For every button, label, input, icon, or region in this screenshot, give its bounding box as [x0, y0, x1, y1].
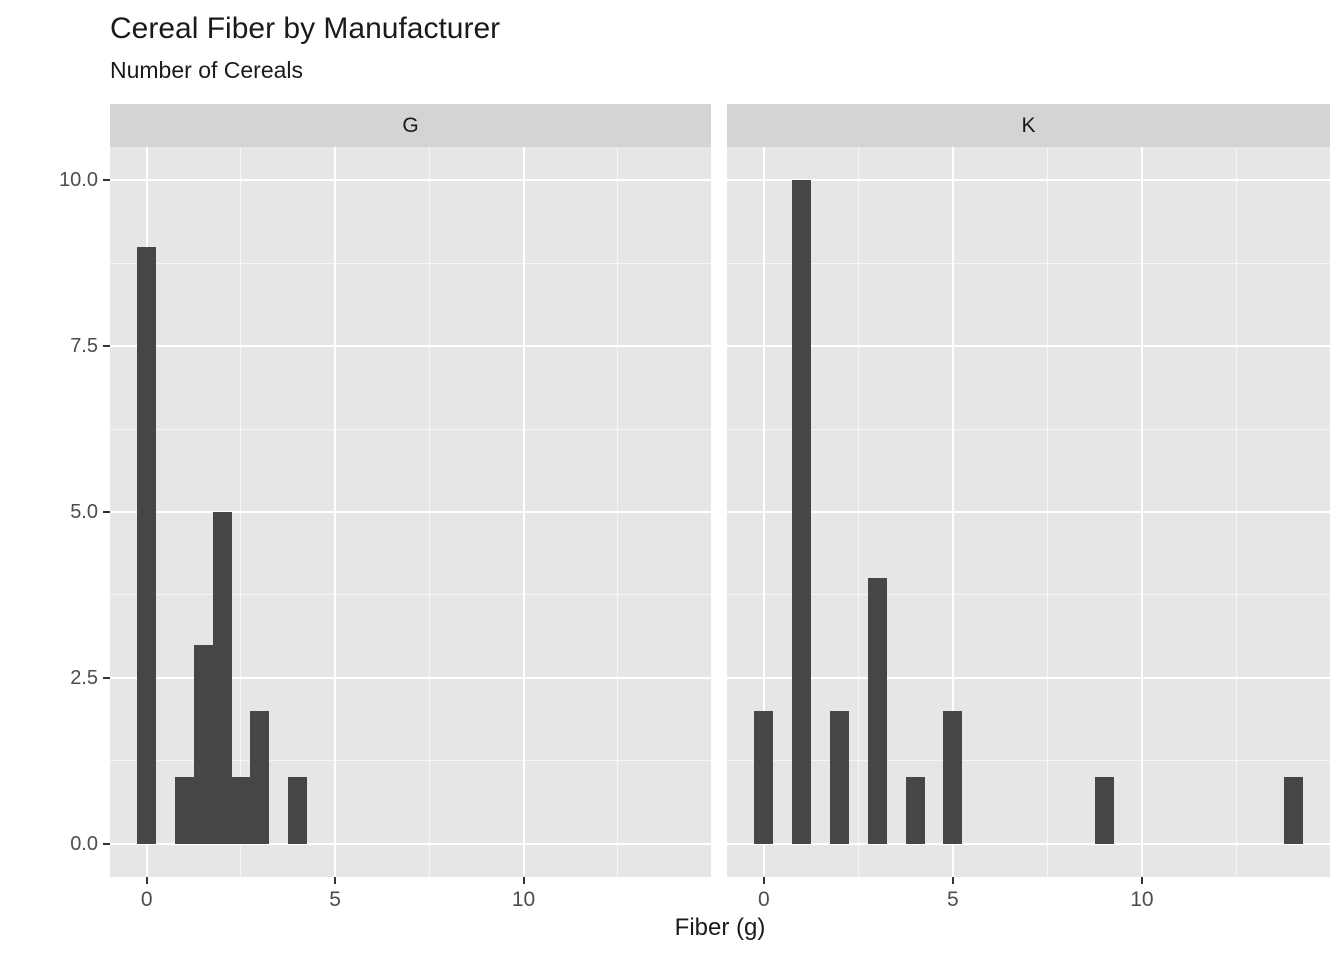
x-tick-label: 10 — [1130, 888, 1154, 911]
x-tick-mark — [951, 877, 954, 884]
gridline-minor-y — [110, 760, 711, 762]
histogram-bar — [288, 777, 307, 844]
y-tick-mark — [103, 511, 110, 513]
histogram-bar — [193, 644, 213, 844]
gridline-minor-y — [727, 594, 1330, 596]
gridline-major-y — [110, 511, 711, 513]
y-tick-label: 2.5 — [70, 666, 98, 689]
x-tick-label: 5 — [947, 888, 959, 911]
histogram-bar — [137, 246, 157, 844]
histogram-bar — [830, 711, 849, 844]
y-tick-mark — [103, 842, 110, 845]
facet-panel-g — [110, 147, 711, 877]
y-tick-label: 5.0 — [70, 501, 98, 523]
gridline-minor-y — [110, 428, 711, 430]
gridline-minor-y — [727, 428, 1330, 430]
x-tick-mark — [762, 877, 765, 884]
y-tick-mark — [103, 676, 110, 679]
x-tick-label: 0 — [140, 888, 153, 911]
histogram-bar — [1094, 777, 1114, 844]
gridline-minor-y — [727, 262, 1330, 264]
facet-strip-label-g: G — [402, 113, 419, 137]
x-axis-title: Fiber (g) — [674, 914, 766, 941]
gridline-minor-y — [110, 594, 711, 596]
gridline-major-y — [110, 842, 711, 845]
gridline-major-y — [727, 179, 1330, 182]
histogram-bar — [754, 711, 774, 844]
x-tick-mark — [334, 877, 337, 884]
histogram-bar — [792, 180, 812, 844]
facet-strip-g: G — [110, 104, 711, 147]
y-tick-label: 7.5 — [70, 335, 98, 358]
histogram-bar — [231, 777, 251, 844]
histogram-bar — [250, 711, 270, 844]
x-tick-label: 5 — [329, 888, 341, 911]
histogram-bar — [943, 711, 963, 844]
histogram-bar — [212, 512, 232, 844]
y-tick-label: 10.0 — [59, 169, 98, 192]
histogram-bar — [905, 777, 925, 844]
gridline-major-y — [727, 842, 1330, 845]
histogram-bar — [1283, 777, 1303, 844]
facet-panel-k — [727, 147, 1330, 877]
gridline-major-y — [727, 676, 1330, 679]
x-tick-mark — [145, 877, 148, 884]
gridline-minor-y — [110, 262, 711, 264]
gridline-minor-y — [727, 760, 1330, 762]
gridline-major-y — [727, 511, 1330, 513]
y-tick-label: 0.0 — [70, 832, 98, 855]
plot-subtitle: Number of Cereals — [110, 57, 304, 83]
gridline-major-y — [110, 345, 711, 348]
x-tick-mark — [522, 877, 525, 884]
x-tick-label: 0 — [758, 888, 770, 911]
facet-strip-k: K — [727, 104, 1330, 147]
x-tick-mark — [1140, 877, 1143, 884]
gridline-major-y — [110, 179, 711, 182]
gridline-major-y — [110, 676, 711, 679]
facet-strip-label-k: K — [1021, 113, 1036, 137]
x-tick-label: 10 — [511, 888, 536, 911]
plot-title: Cereal Fiber by Manufacturer — [110, 12, 501, 45]
gridline-major-y — [727, 345, 1330, 348]
histogram-bar — [867, 578, 887, 844]
histogram-bar — [174, 777, 194, 844]
y-tick-mark — [103, 179, 110, 182]
y-tick-mark — [103, 345, 110, 348]
